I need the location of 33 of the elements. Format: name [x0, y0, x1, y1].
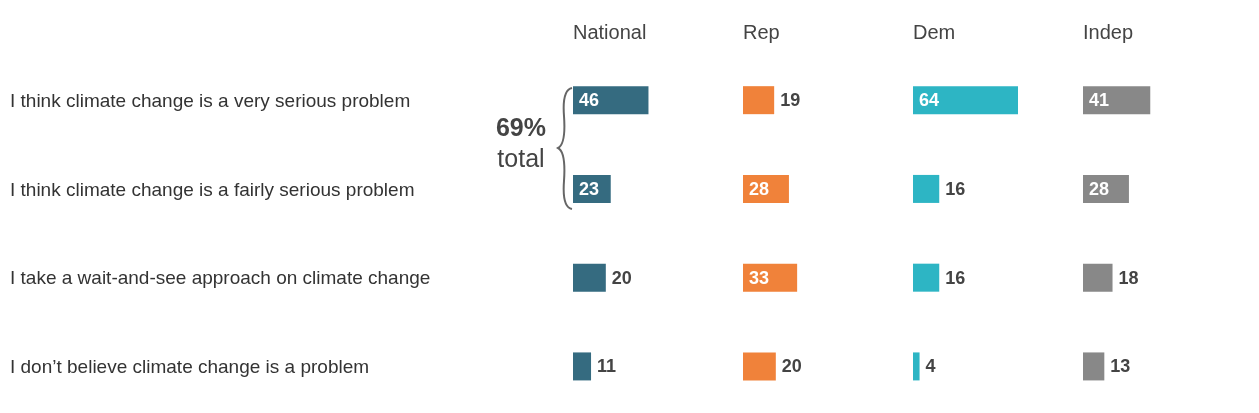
- data-label: 4: [925, 356, 936, 377]
- data-label: 20: [611, 267, 632, 288]
- data-label: 33: [749, 267, 770, 288]
- data-label: 64: [919, 90, 940, 111]
- bar: [573, 86, 649, 115]
- bar: [1083, 352, 1105, 381]
- bar: [573, 352, 592, 381]
- data-label: 23: [579, 178, 600, 199]
- text: 69% total: [494, 112, 547, 174]
- data-label: 18: [1118, 267, 1139, 288]
- data-label: 11: [597, 356, 617, 377]
- bar: [743, 86, 775, 115]
- data-label: 19: [780, 90, 801, 111]
- data-label: 16: [945, 178, 966, 199]
- data-label: 46: [579, 90, 600, 111]
- bar: [743, 352, 776, 381]
- y-tick-label: I take a wait-and-see approach on climate change: [10, 266, 431, 291]
- chart-title: National: [572, 19, 648, 45]
- chart-title: Rep: [743, 19, 781, 45]
- chart-title: Indep: [1083, 19, 1135, 45]
- y-tick-label: I think climate change is a very serious problem: [10, 88, 411, 113]
- y-tick-label: I don’t believe climate change is a problem: [10, 355, 370, 380]
- data-label: 16: [945, 267, 966, 288]
- data-label: 13: [1110, 356, 1131, 377]
- bar: [1083, 263, 1113, 292]
- chart-title: Dem: [913, 19, 957, 45]
- data-label: 20: [781, 356, 802, 377]
- data-label: 28: [1089, 178, 1110, 199]
- bar: [573, 263, 606, 292]
- bar: [1083, 86, 1151, 115]
- data-label: 28: [749, 178, 770, 199]
- y-tick-label: I think climate change is a fairly serious problem: [10, 177, 415, 202]
- data-label: 41: [1089, 90, 1110, 111]
